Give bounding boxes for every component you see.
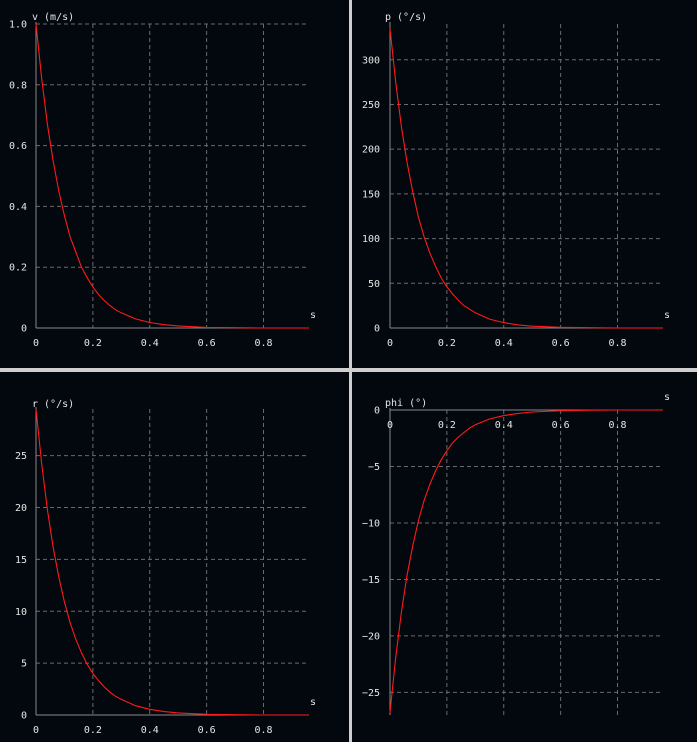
x-tick-label: 0.2	[438, 338, 456, 349]
series-line	[35, 408, 309, 716]
x-tick-label: 0.8	[254, 338, 272, 349]
x-tick-label: 0.4	[141, 338, 159, 349]
y-tick-label: −10	[362, 518, 380, 529]
y-tick-label: 25	[15, 451, 27, 462]
x-tick-label: 0.8	[608, 420, 626, 431]
y-tick-label: 100	[362, 234, 380, 245]
y-tick-label: 50	[368, 279, 380, 290]
x-tick-label: 0.6	[552, 338, 570, 349]
x-tick-label: 0	[33, 338, 39, 349]
y-tick-label: 0	[21, 711, 27, 722]
x-axis-label: s	[664, 310, 670, 321]
x-tick-label: 0.6	[198, 725, 216, 736]
series-line	[389, 409, 663, 713]
y-tick-label: 0.4	[9, 202, 27, 213]
y-tick-label: 0	[374, 406, 380, 417]
chart-panel-r: 0 5 10 15 20 25 0 0.2 0.4 0.6 0.8 r (°/s) s	[0, 372, 349, 742]
x-tick-label: 0	[33, 725, 39, 736]
x-tick-label: 0.2	[84, 725, 102, 736]
y-tick-label: 250	[362, 100, 380, 111]
y-tick-label: 1.0	[9, 20, 27, 31]
series-line	[35, 23, 309, 329]
x-tick-label: 0.6	[552, 420, 570, 431]
y-tick-label: 0	[374, 324, 380, 335]
y-tick-label: 300	[362, 55, 380, 66]
y-tick-label: 5	[21, 659, 27, 670]
chart-panel-phi: 0 −5 −10 −15 −20 −25 0 0.2 0.4 0.6 0.8 phi (°) s	[352, 372, 697, 742]
x-tick-label: 0.4	[141, 725, 159, 736]
y-tick-label: 200	[362, 145, 380, 156]
y-tick-label: 0.8	[9, 80, 27, 91]
y-tick-label: −20	[362, 631, 380, 642]
y-axis-label: v (m/s)	[32, 12, 74, 23]
x-axis-label: s	[310, 697, 316, 708]
y-tick-label: 10	[15, 607, 27, 618]
x-tick-label: 0.8	[608, 338, 626, 349]
y-tick-label: 0.6	[9, 141, 27, 152]
series-line	[389, 28, 663, 329]
y-tick-label: −5	[368, 462, 380, 473]
x-tick-label: 0	[387, 420, 393, 431]
y-tick-label: 150	[362, 189, 380, 200]
x-tick-label: 0.2	[438, 420, 456, 431]
y-tick-label: 0	[21, 324, 27, 335]
y-tick-label: 15	[15, 555, 27, 566]
x-tick-label: 0.8	[254, 725, 272, 736]
y-tick-label: 0.2	[9, 263, 27, 274]
x-axis-label: s	[664, 392, 670, 403]
x-tick-label: 0	[387, 338, 393, 349]
x-tick-label: 0.4	[495, 338, 513, 349]
y-axis-label: phi (°)	[385, 398, 427, 409]
x-tick-label: 0.4	[495, 420, 513, 431]
chart-panel-p: 0 50 100 150 200 250 300 0 0.2 0.4 0.6 0.8 p (°/s) s	[352, 0, 697, 368]
y-axis-label: r (°/s)	[32, 399, 74, 410]
y-tick-label: 20	[15, 503, 27, 514]
y-axis-label: p (°/s)	[385, 12, 427, 23]
x-tick-label: 0.2	[84, 338, 102, 349]
x-axis-label: s	[310, 310, 316, 321]
chart-panel-v: 0 0.2 0.4 0.6 0.8 1.0 0 0.2 0.4 0.6 0.8 v (m/s) s	[0, 0, 349, 368]
x-tick-label: 0.6	[198, 338, 216, 349]
y-tick-label: −25	[362, 688, 380, 699]
y-tick-label: −15	[362, 575, 380, 586]
